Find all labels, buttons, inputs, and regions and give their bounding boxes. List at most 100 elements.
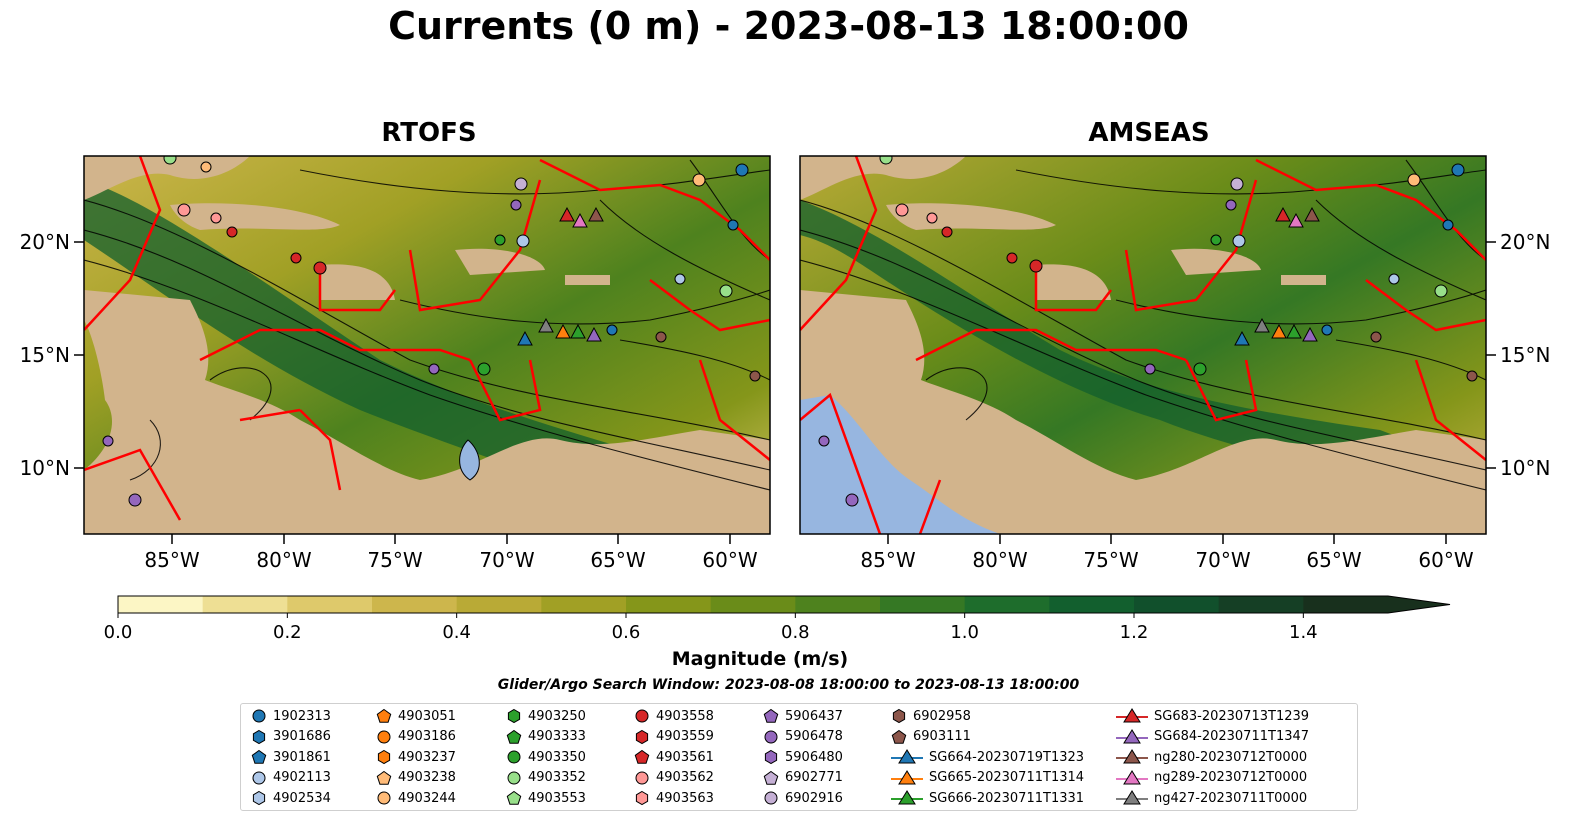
- legend-label: 6902916: [785, 790, 843, 806]
- legend-marker-icon: [891, 729, 907, 744]
- colorbar-segment: [1049, 596, 1135, 613]
- colorbar-segment: [795, 596, 881, 613]
- land-cuba: [886, 203, 1056, 230]
- lon-tick-label: 85°W: [860, 548, 915, 572]
- legend-label: 4903238: [398, 770, 456, 786]
- legend-label: 5906437: [785, 708, 843, 724]
- lon-tick-label: 70°W: [479, 548, 534, 572]
- legend-item: 4903237: [376, 747, 456, 767]
- legend-item: 4903051: [376, 706, 456, 726]
- land-puerto-rico: [1281, 275, 1326, 285]
- colorbar-segment: [202, 596, 288, 613]
- lake-maracaibo: [459, 439, 480, 481]
- legend-marker-icon: [377, 791, 391, 805]
- lon-tick-label: 65°W: [590, 548, 645, 572]
- legend-marker-icon: [763, 708, 779, 723]
- lat-tick-label: 10°N: [1500, 456, 1550, 480]
- legend-label: 4903333: [528, 729, 586, 745]
- colorbar-segment: [1134, 596, 1220, 613]
- legend-marker-icon: [891, 769, 923, 785]
- legend-item: 6902771: [763, 768, 843, 788]
- lon-tick-label: 60°W: [702, 548, 757, 572]
- legend-item: 4903238: [376, 768, 456, 788]
- legend-marker-icon: [635, 771, 649, 785]
- legend-item: 4903559: [634, 727, 714, 747]
- argo-float-markers: [102, 156, 761, 507]
- legend-label: 4903186: [398, 729, 456, 745]
- legend-label: SG665-20230711T1314: [929, 770, 1085, 786]
- search-window-caption: Glider/Argo Search Window: 2023-08-08 18…: [497, 677, 1080, 693]
- legend-label: 4903563: [656, 790, 714, 806]
- lat-tick-label: 10°N: [20, 456, 70, 480]
- lon-tick-label: 80°W: [972, 548, 1027, 572]
- legend-label: SG666-20230711T1331: [929, 790, 1085, 806]
- land-central-south-america: [800, 290, 1486, 534]
- eez-boundaries: [800, 156, 1486, 534]
- legend-label: ng289-20230712T0000: [1154, 770, 1308, 786]
- legend-label: 4903051: [398, 708, 456, 724]
- land-hispaniola: [455, 248, 545, 275]
- legend-item: SG684-20230711T1347: [1116, 727, 1309, 747]
- land-jamaica: [1036, 264, 1111, 300]
- streamlines: [800, 159, 1486, 491]
- legend-marker-icon: [506, 791, 522, 806]
- legend-item: 3901686: [251, 727, 331, 747]
- colorbar-segment: [456, 596, 542, 613]
- lon-tick-label: 60°W: [1418, 548, 1473, 572]
- legend-item: SG666-20230711T1331: [891, 788, 1084, 808]
- colorbar-segment: [710, 596, 796, 613]
- legend-item: 5906480: [763, 747, 843, 767]
- legend-item: 6902916: [763, 788, 843, 808]
- lon-tick-label: 70°W: [1195, 548, 1250, 572]
- legend-marker-icon: [764, 730, 778, 744]
- legend-item: 4903563: [634, 788, 714, 808]
- colorbar-tick-label: 0.2: [273, 622, 302, 643]
- legend-label: 4903562: [656, 770, 714, 786]
- colorbar-tick-label: 1.4: [1289, 622, 1318, 643]
- legend-label: 6902771: [785, 770, 843, 786]
- legend-item: 4903333: [506, 727, 586, 747]
- colorbar-label: Magnitude (m/s): [671, 648, 849, 670]
- colorbar-segment: [287, 596, 373, 613]
- colorbar-tick-label: 0.6: [612, 622, 641, 643]
- legend-marker-icon: [764, 750, 778, 765]
- lon-tick-label: 80°W: [256, 548, 311, 572]
- legend-item: ng289-20230712T0000: [1116, 768, 1307, 788]
- legend-item: SG665-20230711T1314: [891, 768, 1084, 788]
- glider-markers: [517, 206, 604, 346]
- legend-label: SG683-20230713T1239: [1154, 708, 1310, 724]
- legend-marker-icon: [891, 749, 923, 764]
- colorbar: 0.0 0.2 0.4 0.6 0.8 1.0 1.2 1.4: [104, 595, 1451, 643]
- colorbar-segment: [372, 596, 458, 613]
- legend-marker-icon: [252, 729, 266, 744]
- legend-label: 4903561: [656, 749, 714, 765]
- eez-boundaries: [84, 156, 770, 521]
- land-florida-cuba: [800, 156, 966, 200]
- legend-item: 4902113: [251, 768, 331, 788]
- legend-marker-icon: [507, 750, 521, 764]
- legend-item: 4903352: [506, 768, 586, 788]
- legend-marker-icon: [251, 750, 267, 764]
- map-panel-rtofs: [83, 155, 771, 535]
- legend-marker-icon: [507, 771, 521, 785]
- legend-item: 4903562: [634, 768, 714, 788]
- legend-item: ng427-20230711T0000: [1116, 788, 1307, 808]
- legend-label: 3901686: [273, 729, 331, 745]
- lon-tick-label: 75°W: [1083, 548, 1138, 572]
- glider-markers: [1234, 206, 1320, 346]
- legend-marker-icon: [634, 750, 650, 764]
- legend-marker-icon: [764, 791, 778, 805]
- land-puerto-rico: [565, 275, 610, 285]
- legend-marker-icon: [252, 791, 266, 806]
- legend-marker-icon: [1116, 790, 1148, 805]
- colorbar-segment: [880, 596, 966, 613]
- lon-tick-label: 75°W: [367, 548, 422, 572]
- legend-label: 5906478: [785, 729, 843, 745]
- legend-marker-icon: [1116, 708, 1148, 723]
- colorbar-tick-label: 0.8: [781, 622, 810, 643]
- legend-item: ng280-20230712T0000: [1116, 747, 1307, 767]
- legend-marker-icon: [252, 771, 266, 785]
- legend-marker-icon: [376, 708, 392, 723]
- legend-label: SG684-20230711T1347: [1154, 729, 1310, 745]
- legend-item: 4903553: [506, 788, 586, 808]
